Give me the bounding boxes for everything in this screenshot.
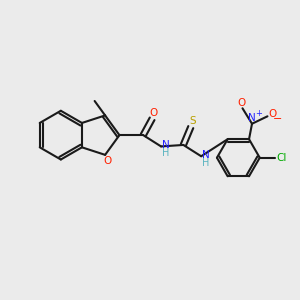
Text: Cl: Cl xyxy=(277,153,287,163)
Text: +: + xyxy=(255,109,262,118)
Text: −: − xyxy=(273,114,283,124)
Text: H: H xyxy=(202,158,210,168)
Text: N: N xyxy=(248,113,256,123)
Text: O: O xyxy=(149,108,158,118)
Text: O: O xyxy=(237,98,245,108)
Text: O: O xyxy=(103,156,111,167)
Text: N: N xyxy=(162,140,170,150)
Text: N: N xyxy=(202,150,210,160)
Text: O: O xyxy=(269,109,277,119)
Text: H: H xyxy=(162,148,169,158)
Text: S: S xyxy=(189,116,196,126)
